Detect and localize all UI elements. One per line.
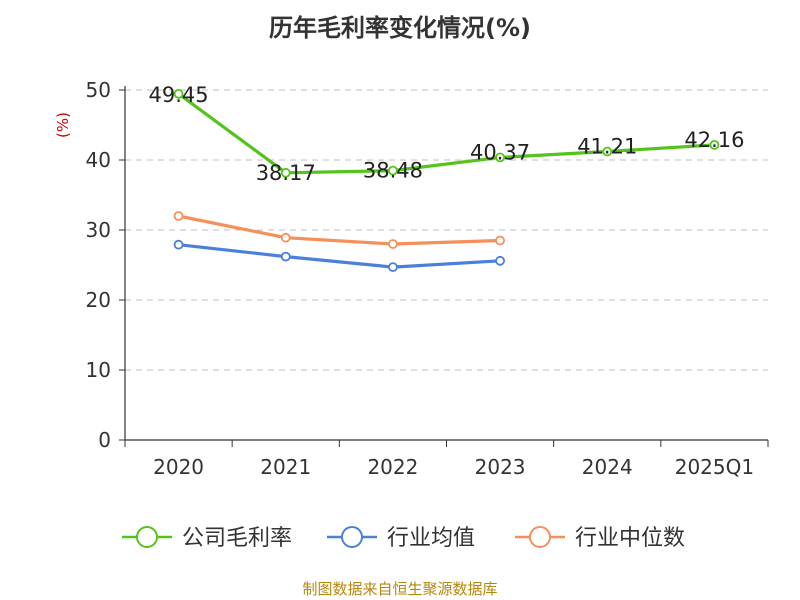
data-label: 42.16 [684,128,744,152]
data-point [602,146,613,157]
data-point [173,211,184,221]
y-tick-label: 20 [86,288,111,312]
y-tick-label: 0 [98,428,111,452]
legend-label: 公司毛利率 [182,526,292,551]
data-label: 38.48 [363,159,423,183]
data-point [495,152,505,163]
y-tick-label: 40 [86,148,111,172]
legend-label: 行业均值 [387,526,475,551]
x-tick-label: 2021 [260,455,311,479]
y-tick-label: 30 [86,218,111,242]
legend-marker [529,526,551,548]
chart-title: 历年毛利率变化情况(%) [269,14,531,42]
data-point [388,239,398,249]
series-line-2 [178,243,501,269]
data-point [495,235,505,246]
data-label: 41.21 [577,135,637,159]
data-label: 38.17 [256,161,316,185]
data-label: 49.45 [149,83,209,107]
x-tick-label: 2020 [153,455,204,479]
data-point [280,232,291,243]
x-tick-label: 2025Q1 [675,455,754,479]
data-point [173,88,184,99]
data-point [280,167,291,178]
x-tick-label: 2022 [367,455,418,479]
y-axis-label: (%) [54,112,72,138]
data-point [280,251,291,262]
data-point [709,139,720,150]
source-note: 制图数据来自恒生聚源数据库 [302,580,498,598]
data-point [495,255,505,266]
data-point [388,165,398,176]
series-line-3 [178,214,501,246]
data-point [173,239,184,250]
data-point [388,262,398,273]
series-line-1 [177,92,715,175]
x-tick-label: 2024 [582,455,633,479]
legend-marker [341,526,363,548]
legend-label: 行业中位数 [575,526,685,551]
x-tick-label: 2023 [475,455,526,479]
y-tick-label: 50 [86,78,111,102]
legend-marker [136,526,158,548]
data-label: 40.37 [470,140,530,164]
y-tick-label: 10 [86,358,111,382]
